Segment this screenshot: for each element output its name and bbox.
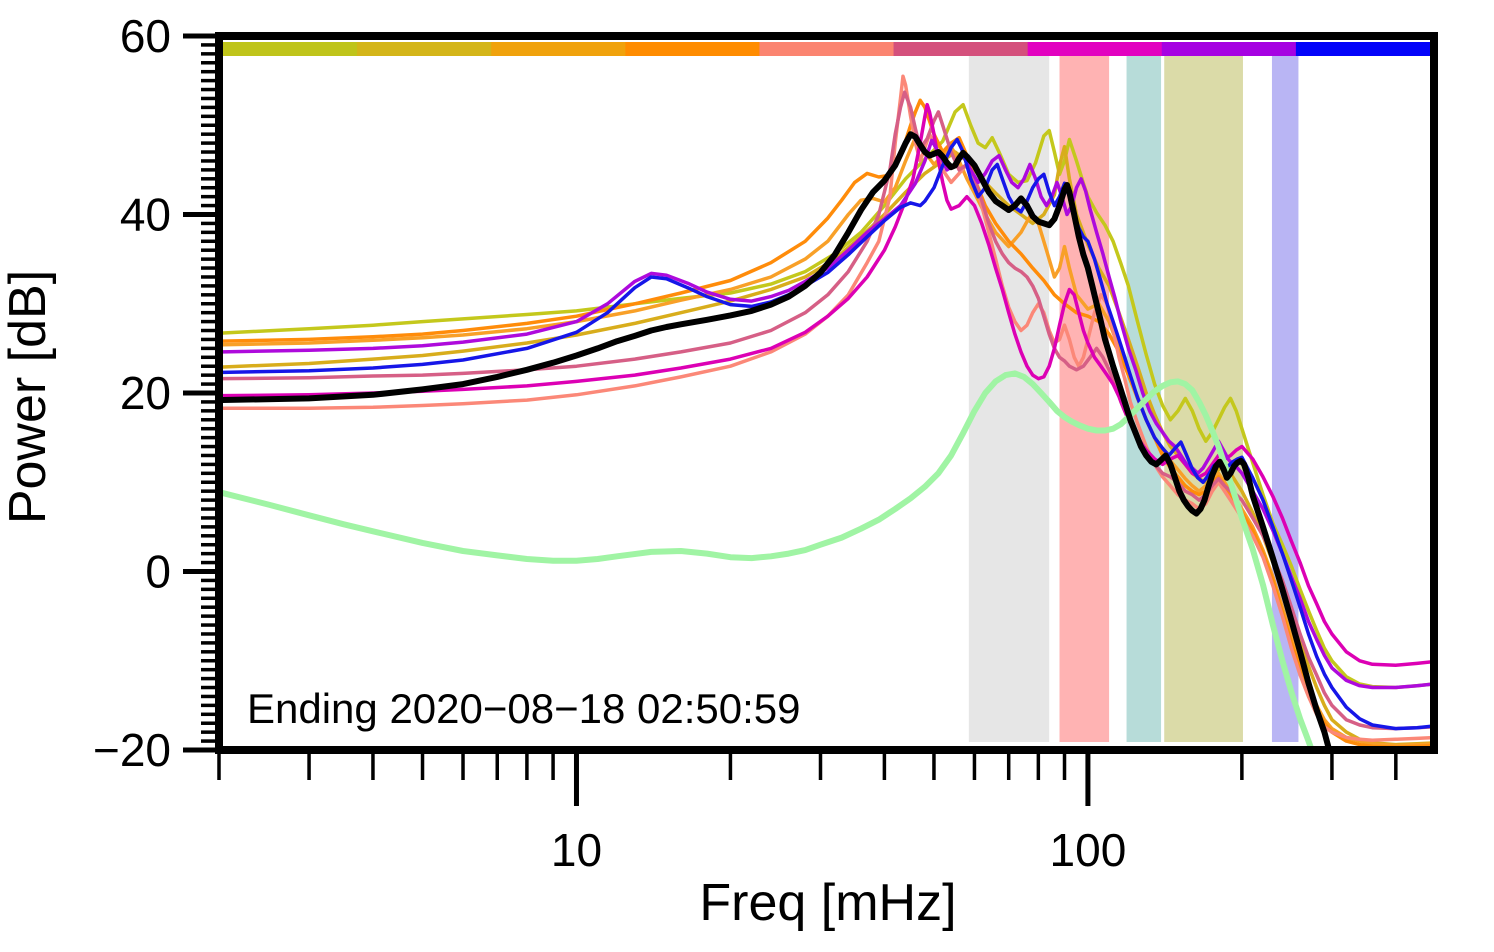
trace-hour1-yellowgreen xyxy=(223,102,1430,690)
trace-hour5-salmon xyxy=(223,74,1430,742)
y-tick-label: −20 xyxy=(93,724,171,776)
y-tick-label: 0 xyxy=(145,546,171,598)
trace-current-hour-black xyxy=(223,131,1332,746)
time-colorbar-segment-7 xyxy=(1027,42,1163,56)
spectra-traces xyxy=(223,74,1430,746)
trace-hour2-gold xyxy=(223,144,1430,746)
x-tick-label: 10 xyxy=(551,824,602,876)
time-colorbar xyxy=(223,42,1431,56)
ending-timestamp-annotation: Ending 2020−08−18 02:50:59 xyxy=(247,685,801,732)
trace-background-reference-green xyxy=(223,370,1314,746)
shaded-frequency-bands xyxy=(968,56,1299,742)
y-tick-label: 20 xyxy=(120,367,171,419)
trace-hour3-lightorange xyxy=(223,135,1430,746)
time-colorbar-segment-1 xyxy=(223,42,358,56)
time-colorbar-segment-5 xyxy=(759,42,895,56)
time-colorbar-segment-2 xyxy=(357,42,492,56)
y-axis-title: Power [dB] xyxy=(0,269,57,525)
trace-hour8-purple xyxy=(223,138,1430,690)
time-colorbar-segment-9 xyxy=(1295,42,1431,56)
time-colorbar-segment-3 xyxy=(491,42,626,56)
x-tick-label: 100 xyxy=(1050,824,1127,876)
y-tick-label: 40 xyxy=(120,189,171,241)
trace-hour6-rose xyxy=(223,90,1430,731)
trace-hour9-blue xyxy=(223,137,1430,731)
plot-frame xyxy=(215,32,1438,754)
time-colorbar-segment-8 xyxy=(1161,42,1297,56)
trace-hour4-orange xyxy=(223,98,1430,746)
tick-labels: 60 40 20 0 −20 10 100 xyxy=(93,10,1126,876)
axis-ticks xyxy=(183,33,1398,806)
x-axis-title: Freq [mHz] xyxy=(699,874,957,932)
trace-hour7-magenta xyxy=(223,102,1430,667)
time-colorbar-segment-4 xyxy=(625,42,761,56)
time-colorbar-segment-6 xyxy=(893,42,1029,56)
y-tick-label: 60 xyxy=(120,10,171,62)
